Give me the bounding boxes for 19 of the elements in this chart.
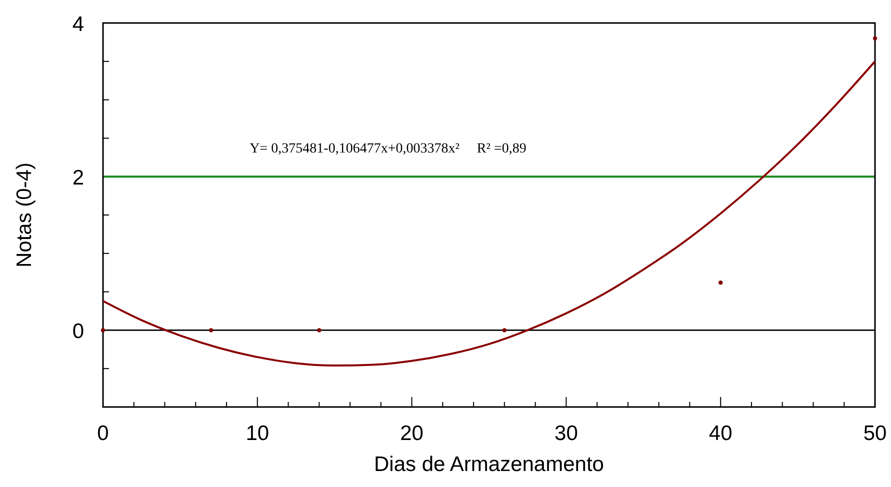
y-tick-label: 4 — [72, 13, 84, 36]
point — [872, 36, 878, 40]
point — [317, 328, 322, 332]
x-tick-label: 30 — [554, 422, 578, 445]
line-series — [102, 60, 876, 367]
point — [208, 328, 214, 332]
point — [718, 280, 723, 285]
y-tick-label: 0 — [72, 320, 84, 344]
x-tick-label: 20 — [400, 422, 424, 445]
x-tick-label: 40 — [708, 422, 732, 445]
x-tick-label: 50 — [863, 422, 887, 445]
x-tick-label: 0 — [97, 422, 109, 445]
y-tick-label: 2 — [72, 166, 84, 190]
x-axis-title: Dias de Armazenamento — [374, 453, 604, 476]
point — [502, 328, 507, 332]
y-axis-title: Notas (0-4) — [13, 162, 36, 268]
annotation: Y= 0,375481-0,106477x+0,003378x² R² =0,89 — [250, 141, 526, 156]
point — [100, 328, 106, 332]
x-tick-label: 10 — [246, 422, 270, 445]
